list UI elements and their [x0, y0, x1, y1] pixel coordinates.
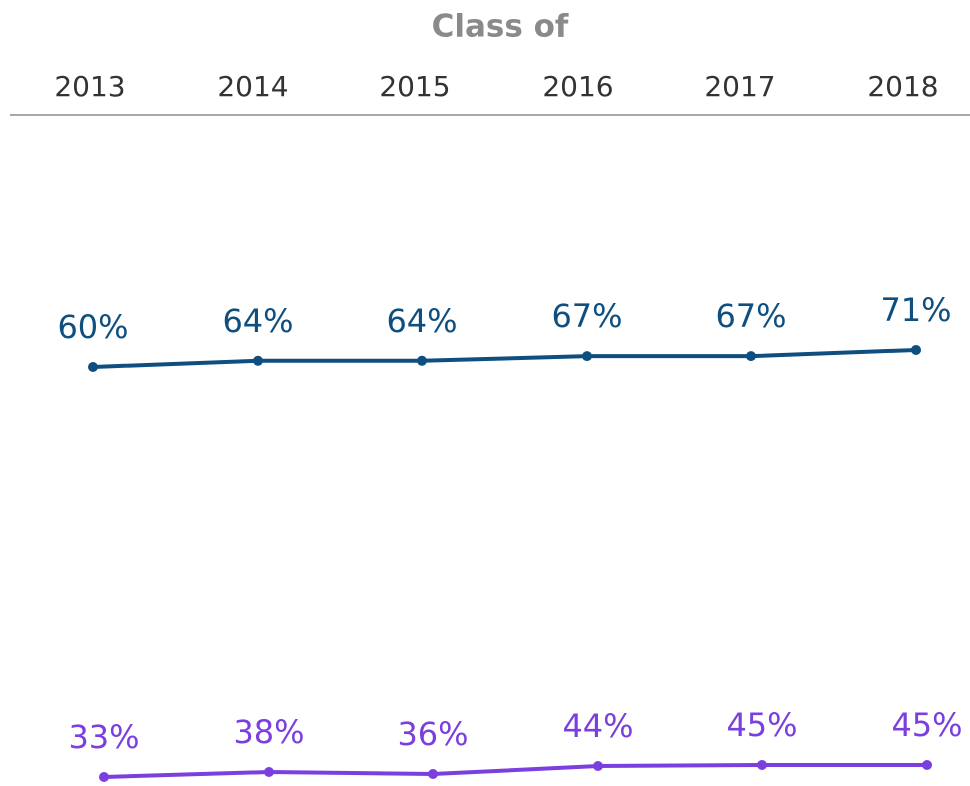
- data-point: [746, 351, 756, 362]
- x-tick-label: 2013: [54, 70, 125, 103]
- data-label: 36%: [397, 715, 468, 753]
- series-line: [92, 347, 917, 369]
- data-point: [88, 362, 98, 372]
- chart-title: Class of: [432, 9, 569, 45]
- data-label: 60%: [57, 308, 128, 346]
- data-point: [593, 761, 603, 771]
- data-point: [911, 344, 921, 355]
- x-tick-label: 2017: [704, 70, 775, 103]
- data-label: 64%: [386, 302, 457, 340]
- data-label: 45%: [726, 706, 797, 744]
- data-label: 71%: [880, 291, 951, 329]
- x-tick-label: 2018: [867, 70, 938, 103]
- data-label: 45%: [891, 706, 962, 744]
- x-tick-label: 2014: [217, 70, 288, 103]
- data-label: 67%: [551, 297, 622, 335]
- data-point: [417, 355, 427, 366]
- data-point: [428, 769, 438, 779]
- x-tick-label: 2015: [379, 70, 450, 103]
- data-label: 44%: [562, 707, 633, 745]
- data-point: [253, 355, 263, 366]
- data-label: 33%: [68, 718, 139, 756]
- data-point: [264, 767, 274, 777]
- data-label: 38%: [233, 713, 304, 751]
- data-point: [922, 760, 932, 770]
- data-point: [757, 760, 767, 770]
- data-point: [582, 351, 592, 362]
- data-point: [99, 772, 109, 782]
- data-label: 64%: [222, 302, 293, 340]
- data-label: 67%: [715, 297, 786, 335]
- x-tick-label: 2016: [542, 70, 613, 103]
- series-line: [103, 763, 927, 779]
